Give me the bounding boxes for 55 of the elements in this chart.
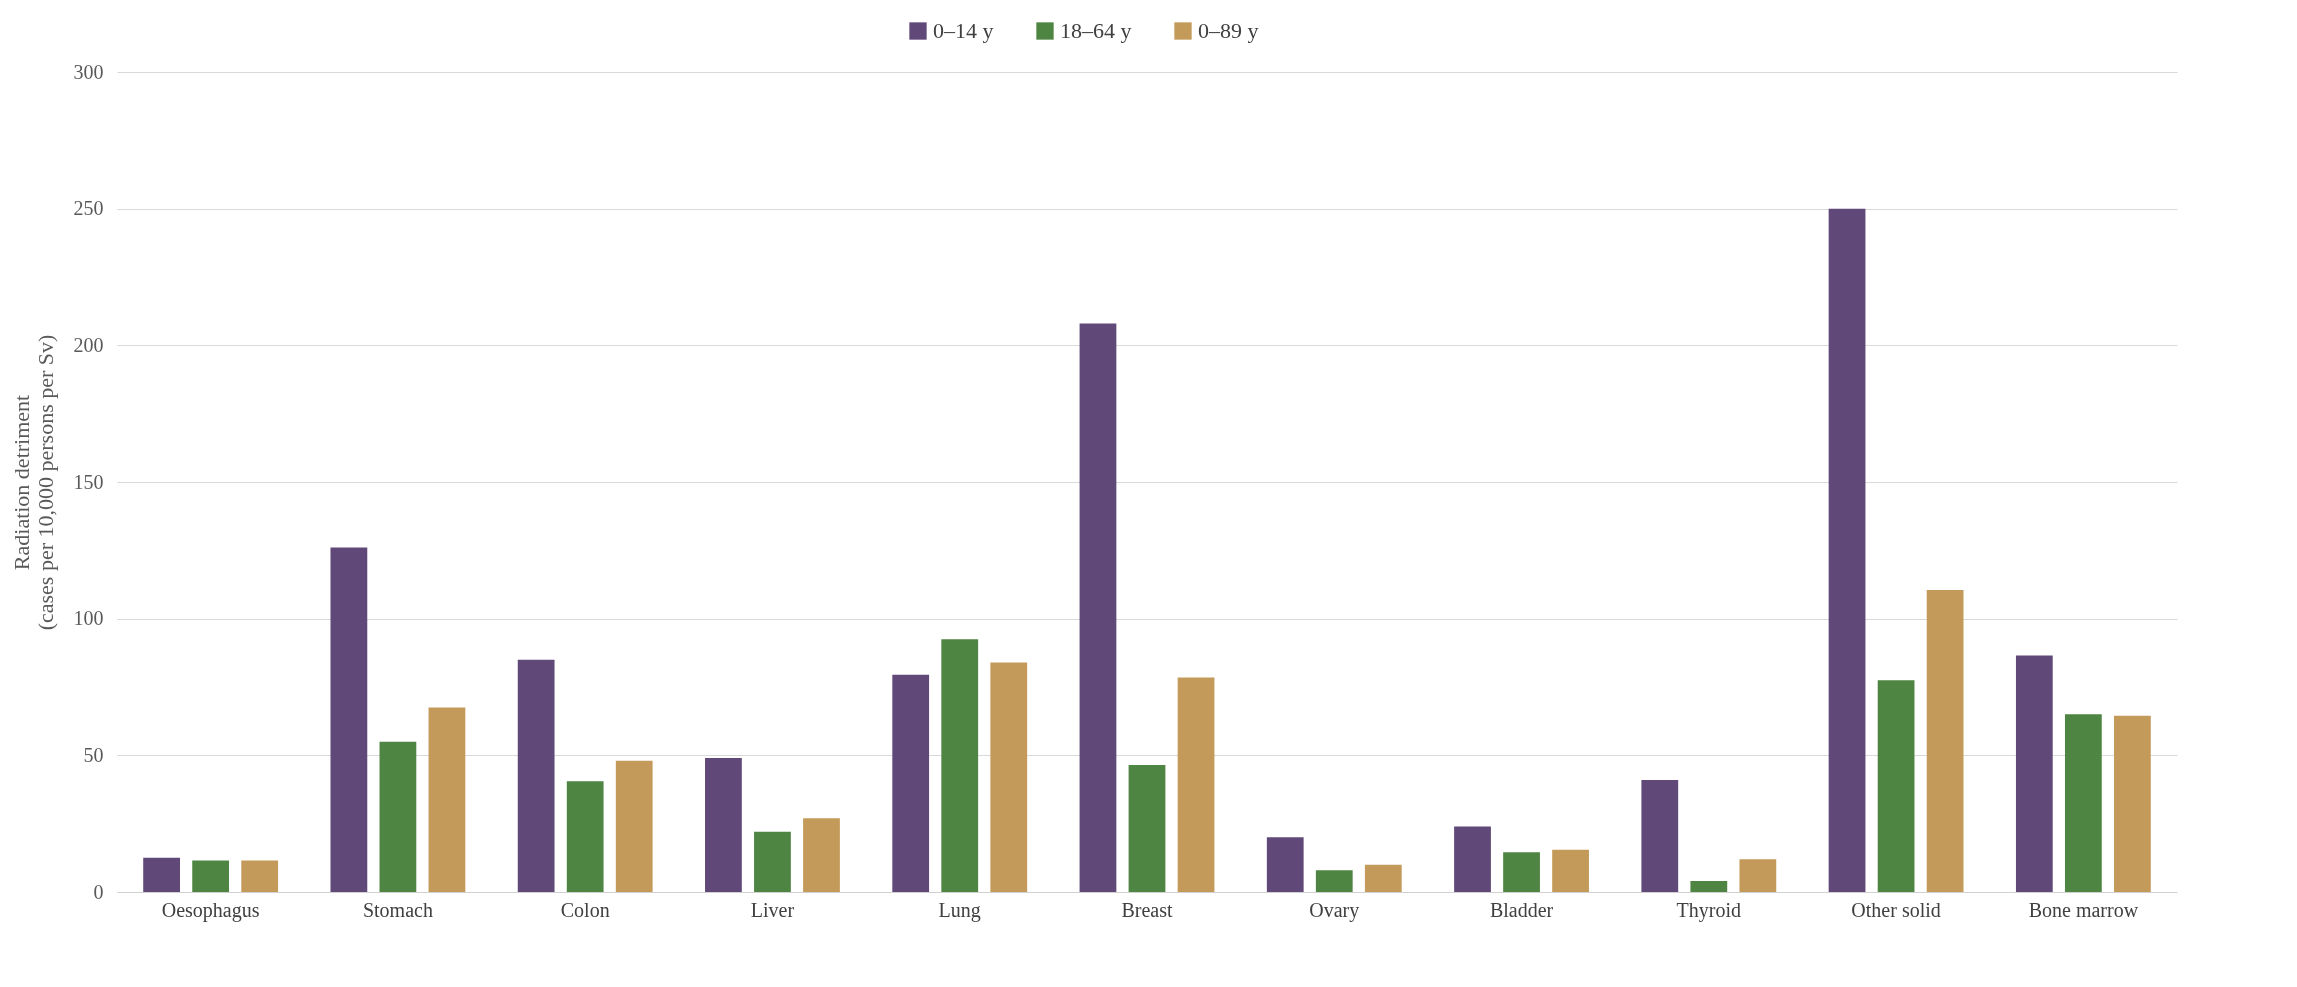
- x-tick-label: Ovary: [1309, 898, 1360, 922]
- bar: [990, 662, 1028, 892]
- bar: [192, 860, 230, 892]
- bar: [1315, 870, 1353, 892]
- y-axis-title: Radiation detriment (cases per 10,000 persons per Sv): [8, 334, 58, 631]
- y-tick-label: 300: [73, 60, 104, 83]
- bar: [1690, 881, 1728, 892]
- bar: [1641, 779, 1679, 892]
- bar: [803, 818, 840, 892]
- bar: [1503, 852, 1540, 892]
- bar: [1552, 849, 1589, 892]
- bar: [1828, 208, 1866, 892]
- bar: [892, 674, 930, 892]
- bar: [1877, 680, 1915, 892]
- bar: [517, 659, 555, 892]
- bar: [2114, 715, 2151, 892]
- bar: [1926, 589, 1964, 892]
- bar: [754, 831, 791, 892]
- bar: [428, 707, 466, 892]
- bar: [379, 741, 417, 892]
- bar: [241, 860, 279, 892]
- bar: [1266, 837, 1304, 892]
- x-tick-label: Oesophagus: [161, 898, 260, 922]
- y-tick-label: 100: [73, 607, 104, 630]
- bar: [1079, 323, 1117, 892]
- bar: [2015, 655, 2053, 892]
- bar: [1364, 864, 1402, 892]
- bar: [705, 758, 742, 892]
- y-tick-label: 200: [73, 333, 104, 356]
- bar: [1739, 859, 1777, 892]
- bar: [941, 639, 979, 892]
- y-tick-label: 0: [93, 880, 104, 903]
- x-tick-label: Breast: [1121, 898, 1173, 921]
- bar: [330, 547, 368, 892]
- x-tick-label: Colon: [560, 898, 610, 921]
- bar: [1128, 764, 1166, 892]
- bar: [2064, 714, 2102, 892]
- legend-label: 0–14 y: [933, 18, 994, 43]
- bar: [1454, 826, 1491, 892]
- x-tick-label: Thyroid: [1676, 898, 1742, 922]
- x-tick-label: Other solid: [1851, 898, 1941, 921]
- y-tick-label: 150: [73, 470, 104, 493]
- y-tick-label: 250: [73, 197, 104, 220]
- x-tick-label: Liver: [750, 898, 795, 921]
- x-tick-label: Stomach: [362, 898, 433, 921]
- x-tick-label: Lung: [938, 898, 981, 922]
- x-tick-label: Bladder: [1489, 898, 1554, 921]
- legend-label: 18–64 y: [1060, 18, 1132, 43]
- bar: [1177, 677, 1215, 892]
- x-tick-label: Bone marrow: [2028, 898, 2139, 921]
- bar: [615, 760, 653, 892]
- legend-label: 0–89 y: [1198, 18, 1259, 43]
- bar: [566, 781, 604, 892]
- y-tick-label: 50: [83, 743, 104, 766]
- bar: [143, 857, 180, 892]
